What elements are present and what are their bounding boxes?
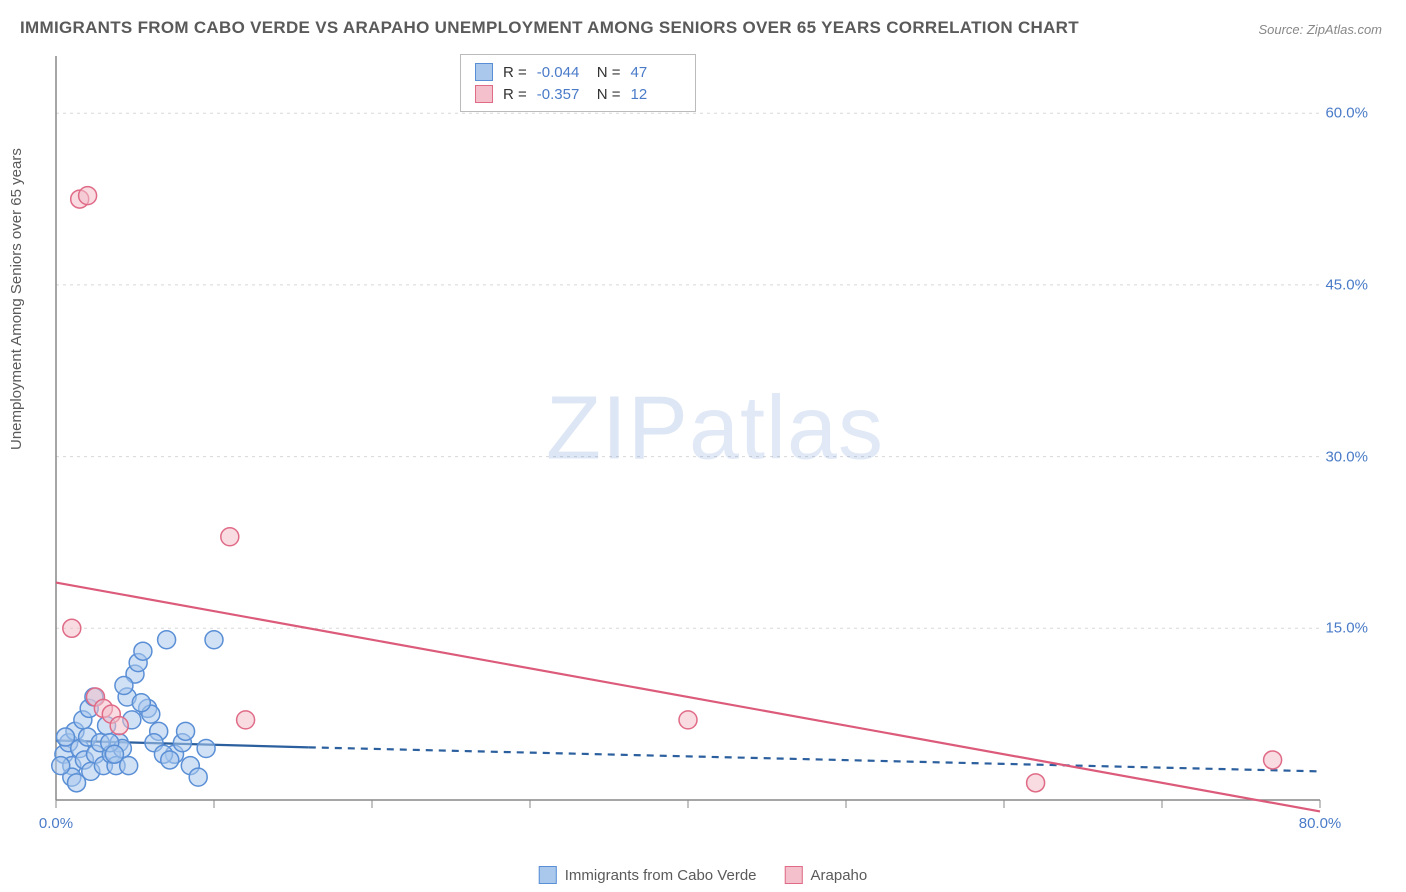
x-tick-label: 80.0% [1299, 815, 1342, 832]
source-attribution: Source: ZipAtlas.com [1258, 22, 1382, 37]
stats-n-label: N = [597, 86, 621, 103]
stats-n-value: 12 [631, 86, 681, 103]
stats-row: R = -0.044 N = 47 [475, 61, 681, 83]
legend-swatch [475, 85, 493, 103]
stats-r-label: R = [503, 64, 527, 81]
chart-area: ZIPatlas 15.0%30.0%45.0%60.0%0.0%80.0% [50, 50, 1380, 840]
y-tick-label: 30.0% [1325, 448, 1368, 465]
legend-swatch [785, 866, 803, 884]
legend-swatch [539, 866, 557, 884]
legend-label: Arapaho [811, 867, 868, 884]
stats-n-label: N = [597, 64, 621, 81]
stats-n-value: 47 [631, 64, 681, 81]
stats-r-value: -0.044 [537, 64, 587, 81]
legend-item: Arapaho [785, 866, 868, 884]
y-tick-label: 15.0% [1325, 620, 1368, 637]
legend-item: Immigrants from Cabo Verde [539, 866, 757, 884]
chart-title: IMMIGRANTS FROM CABO VERDE VS ARAPAHO UN… [20, 18, 1079, 38]
legend-label: Immigrants from Cabo Verde [565, 867, 757, 884]
y-tick-label: 60.0% [1325, 105, 1368, 122]
legend: Immigrants from Cabo Verde Arapaho [539, 866, 867, 884]
y-axis-label: Unemployment Among Seniors over 65 years [8, 148, 25, 450]
correlation-stats-box: R = -0.044 N = 47 R = -0.357 N = 12 [460, 54, 696, 112]
legend-swatch [475, 63, 493, 81]
stats-row: R = -0.357 N = 12 [475, 83, 681, 105]
stats-r-value: -0.357 [537, 86, 587, 103]
x-tick-label: 0.0% [39, 815, 73, 832]
scatter-plot [50, 50, 1380, 840]
y-tick-label: 45.0% [1325, 276, 1368, 293]
stats-r-label: R = [503, 86, 527, 103]
